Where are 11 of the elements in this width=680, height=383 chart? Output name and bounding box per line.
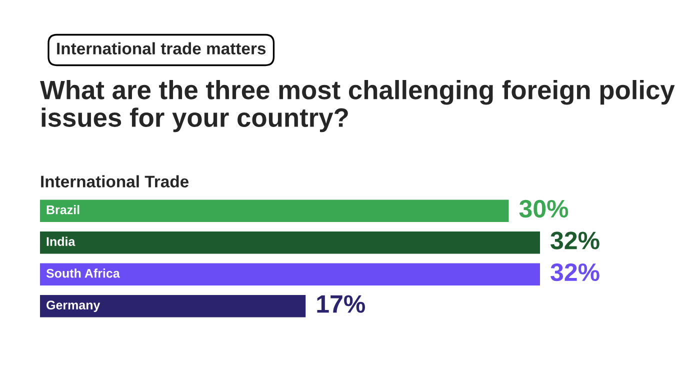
data-label: 17% xyxy=(317,295,366,313)
data-label: 32% xyxy=(550,232,600,250)
chart-title: What are the three most challenging foreign policy issues for your country? xyxy=(40,80,675,132)
y-tick-label: South Africa xyxy=(46,268,120,278)
y-tick-label: India xyxy=(46,236,76,246)
chart-subtitle: International Trade xyxy=(41,175,189,188)
text: International trade matters xyxy=(57,42,266,54)
y-tick-label: Germany xyxy=(46,300,100,312)
data-label: 30% xyxy=(519,200,568,218)
y-tick-label: Brazil xyxy=(46,205,80,214)
data-label: 32% xyxy=(550,263,600,282)
